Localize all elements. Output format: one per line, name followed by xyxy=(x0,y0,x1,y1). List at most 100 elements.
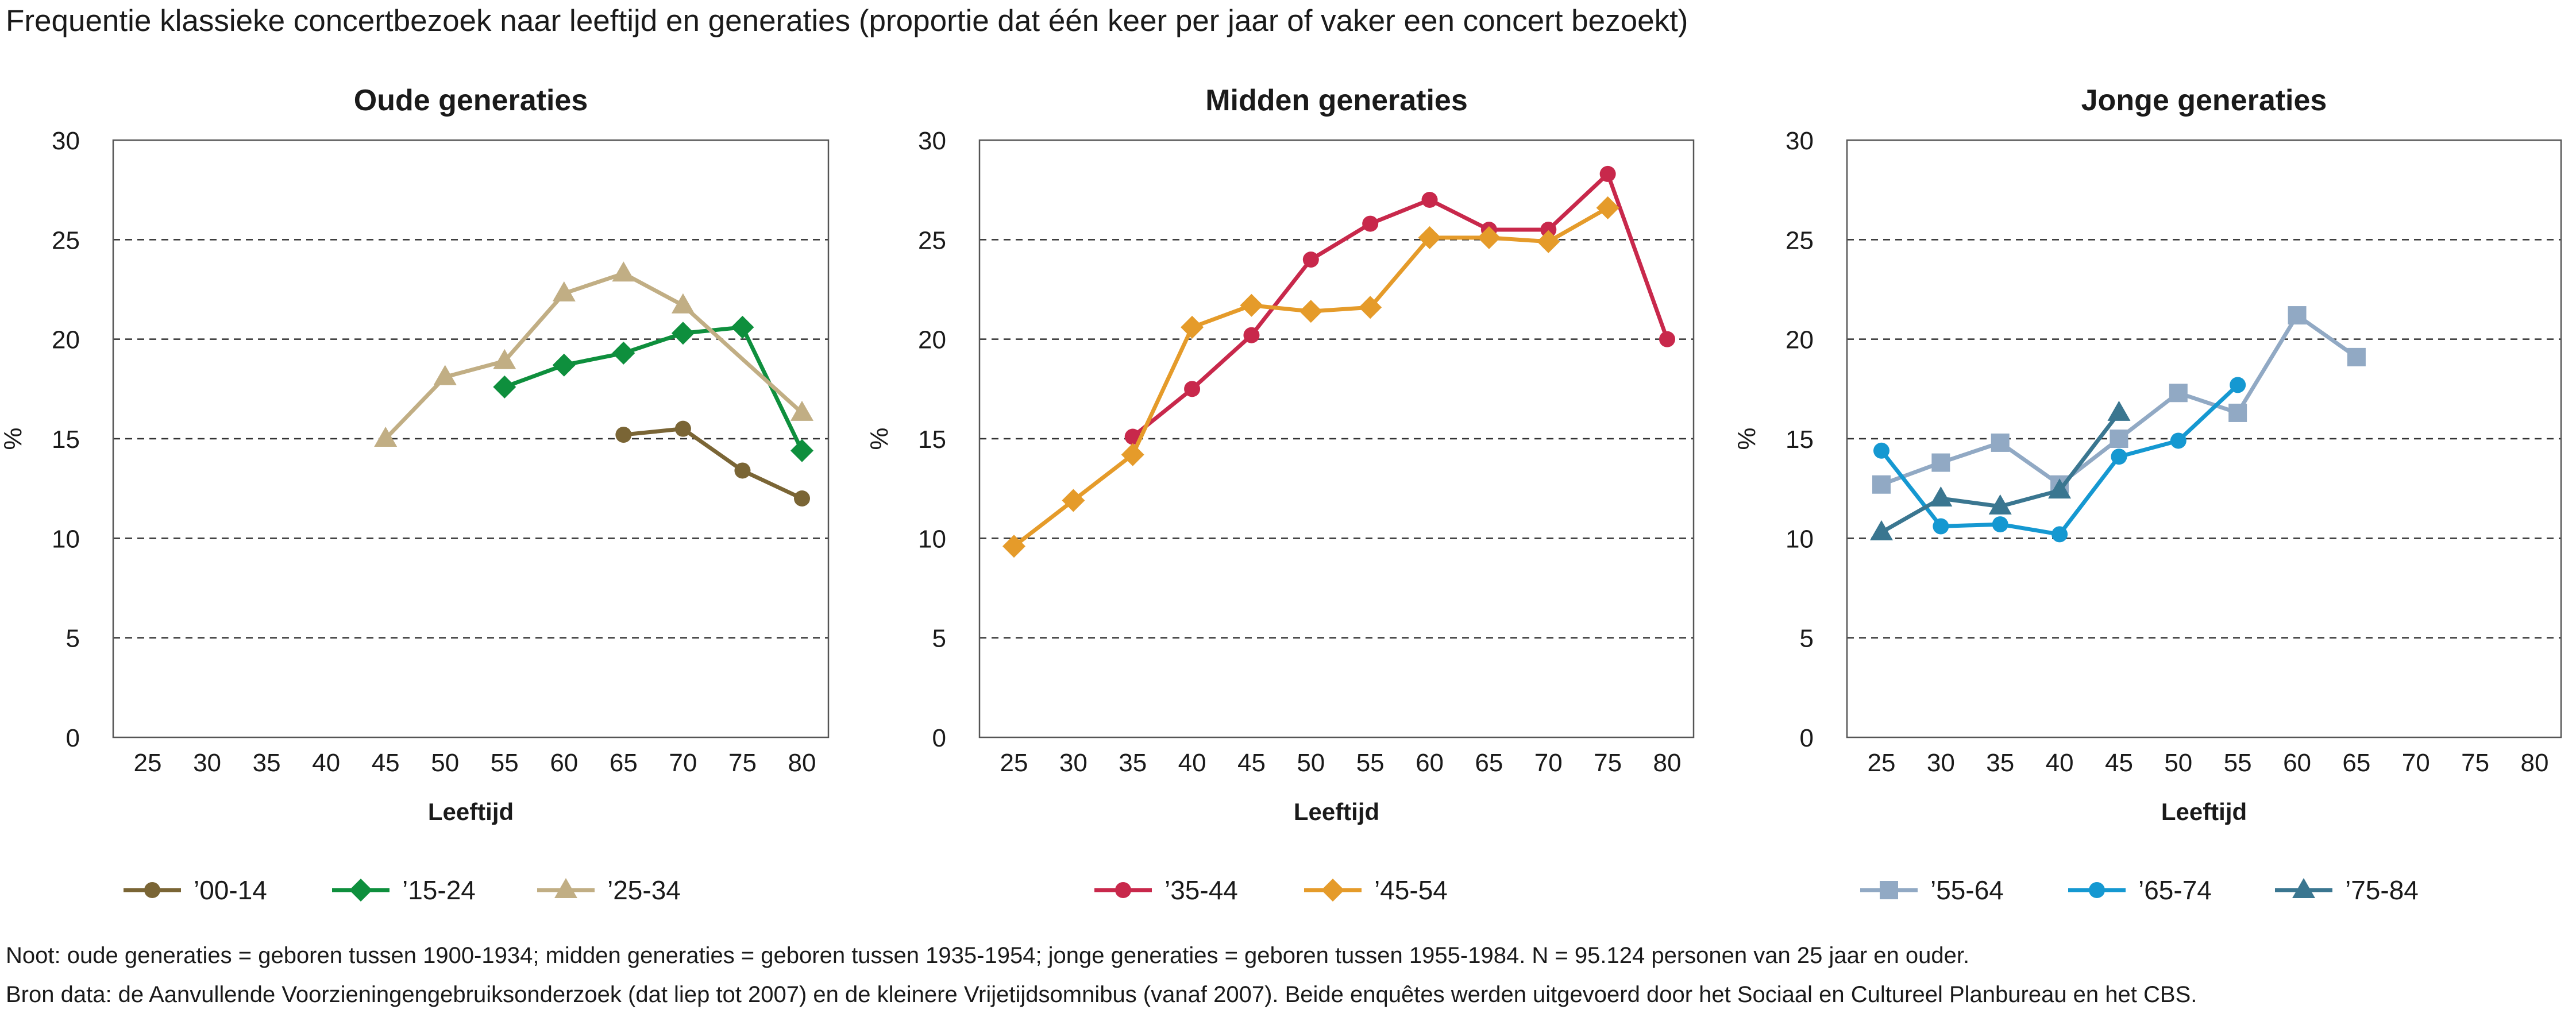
series-2 xyxy=(1002,196,1619,558)
x-axis-label: Leeftijd xyxy=(1294,798,1379,825)
data-point xyxy=(2228,403,2247,422)
data-point xyxy=(1659,331,1675,347)
data-point xyxy=(1299,300,1322,323)
data-point xyxy=(374,427,398,447)
plot-frame xyxy=(112,139,830,738)
plot-frame xyxy=(1846,139,2562,738)
data-point xyxy=(1540,222,1557,238)
x-tick-label: 80 xyxy=(788,749,816,777)
series-2 xyxy=(1873,377,2246,543)
chart-panel-3: Jonge generaties 0 5 10 15 20 25 30 25 30 35 40 45 50… xyxy=(1733,84,2562,905)
data-point xyxy=(2110,430,2128,448)
y-tick-label: 25 xyxy=(52,226,80,254)
x-tick-label: 80 xyxy=(1653,749,1682,777)
y-tick-label: 10 xyxy=(52,525,80,553)
y-tick-label: 0 xyxy=(932,724,946,752)
chart-title: Oude generaties xyxy=(354,84,588,117)
x-tick-label: 55 xyxy=(2224,749,2252,777)
legend-label: ’15-24 xyxy=(402,875,476,905)
x-tick-label: 45 xyxy=(1237,749,1266,777)
data-point xyxy=(1002,535,1025,558)
y-tick-label: 20 xyxy=(918,326,946,354)
y-tick-label: 15 xyxy=(1786,426,1814,454)
y-tick-label: 0 xyxy=(66,724,80,752)
y-tick-label: 20 xyxy=(1786,326,1814,354)
series-2 xyxy=(493,315,813,462)
data-point xyxy=(1121,443,1144,466)
chart-title: Midden generaties xyxy=(1205,84,1468,117)
y-axis-label: % xyxy=(0,427,27,450)
legend-item: ’00-14 xyxy=(124,875,267,905)
x-tick-label: 60 xyxy=(550,749,578,777)
data-point xyxy=(671,293,695,314)
legend-item: ’35-44 xyxy=(1094,875,1238,905)
legend-item: ’45-54 xyxy=(1304,875,1448,905)
x-tick-label: 65 xyxy=(2342,749,2370,777)
y-tick-label: 5 xyxy=(66,625,80,653)
x-tick-label: 60 xyxy=(1416,749,1444,777)
data-point xyxy=(552,281,576,301)
x-axis-label: Leeftijd xyxy=(428,798,514,825)
chart-title: Jonge generaties xyxy=(2081,84,2327,117)
data-point xyxy=(2048,478,2072,499)
data-point xyxy=(1362,215,1379,232)
data-point xyxy=(1240,293,1263,317)
series-line xyxy=(1131,172,1669,439)
x-tick-label: 50 xyxy=(1297,749,1325,777)
data-point xyxy=(1421,192,1438,208)
y-tick-label: 5 xyxy=(932,625,946,653)
data-point xyxy=(2169,384,2188,403)
legend-label: ’75-84 xyxy=(2345,875,2419,905)
x-tick-label: 30 xyxy=(1059,749,1088,777)
legend-marker xyxy=(349,879,372,902)
footnote: Noot: oude generaties = geboren tussen 1… xyxy=(6,943,1970,968)
data-point xyxy=(2107,400,2131,421)
legend-marker xyxy=(2089,882,2105,898)
y-tick-label: 30 xyxy=(52,127,80,155)
data-point xyxy=(2170,432,2186,449)
x-tick-label: 70 xyxy=(2402,749,2430,777)
data-point xyxy=(1599,165,1616,182)
data-point xyxy=(2347,347,2366,366)
legend-label: ’35-44 xyxy=(1164,875,1238,905)
x-tick-label: 40 xyxy=(1178,749,1206,777)
y-tick-label: 25 xyxy=(1786,226,1814,254)
y-tick-label: 0 xyxy=(1800,724,1814,752)
x-tick-label: 30 xyxy=(193,749,221,777)
data-point xyxy=(1181,315,1204,339)
data-point xyxy=(433,365,457,385)
legend-label: ’55-64 xyxy=(1930,875,2004,905)
x-tick-label: 65 xyxy=(610,749,638,777)
x-tick-label: 35 xyxy=(253,749,281,777)
series-line xyxy=(384,271,804,440)
series-1 xyxy=(1872,306,2366,494)
legend-label: ’00-14 xyxy=(194,875,267,905)
data-point xyxy=(493,349,516,369)
chart-panel-1: Oude generaties 0 5 10 15 20 25 30 25 30 35 40 45 50 5… xyxy=(0,84,830,905)
x-tick-label: 55 xyxy=(491,749,519,777)
y-tick-label: 15 xyxy=(52,426,80,454)
page-title: Frequentie klassieke concertbezoek naar … xyxy=(6,4,1688,38)
x-tick-label: 40 xyxy=(312,749,340,777)
legend-marker xyxy=(1115,882,1131,898)
y-tick-label: 30 xyxy=(1786,127,1814,155)
x-axis-label: Leeftijd xyxy=(2161,798,2247,825)
data-point xyxy=(493,375,516,399)
y-axis-label: % xyxy=(865,427,893,450)
x-tick-label: 75 xyxy=(728,749,757,777)
data-point xyxy=(1062,489,1085,512)
data-point xyxy=(794,490,810,506)
data-point xyxy=(1477,226,1501,249)
y-tick-label: 10 xyxy=(1786,525,1814,553)
data-point xyxy=(1596,196,1619,219)
series-3 xyxy=(374,261,813,447)
legend-item: ’55-64 xyxy=(1860,875,2004,905)
x-tick-label: 50 xyxy=(431,749,459,777)
data-point xyxy=(731,315,754,339)
series-3 xyxy=(1870,400,2131,540)
plot-frame xyxy=(978,139,1695,738)
legend-marker xyxy=(2292,878,2315,898)
data-point xyxy=(2288,306,2307,325)
y-tick-label: 10 xyxy=(918,525,946,553)
